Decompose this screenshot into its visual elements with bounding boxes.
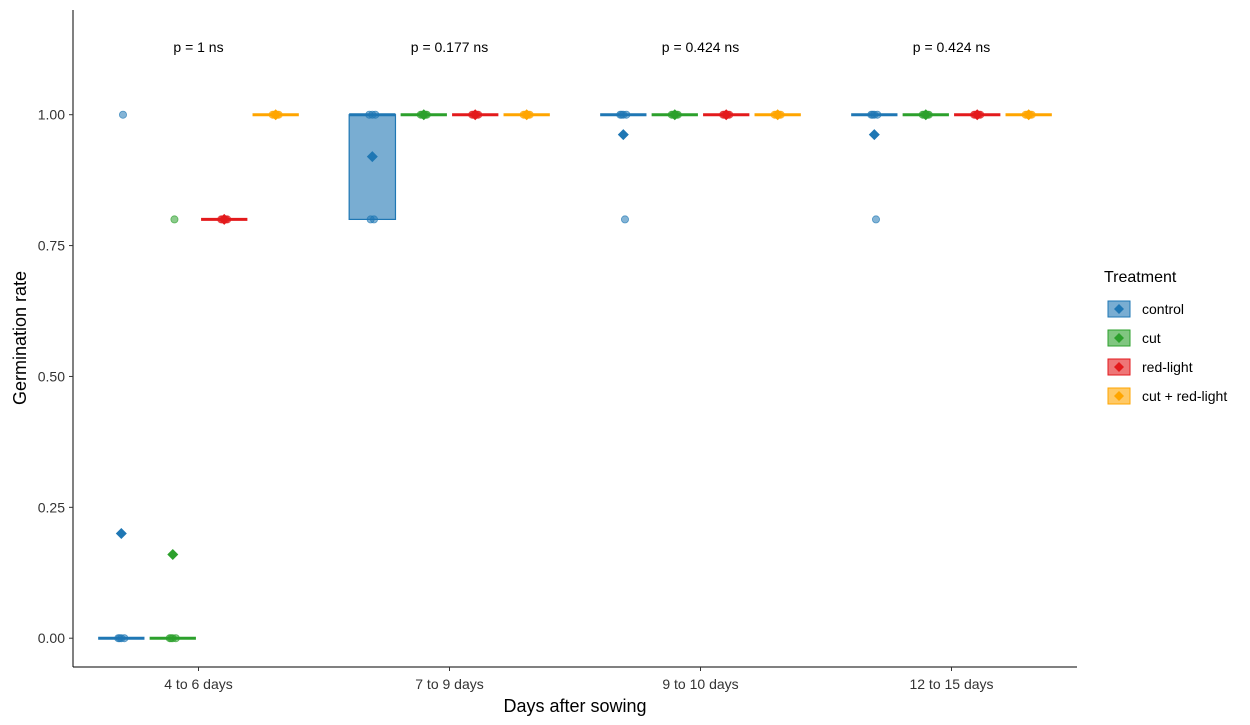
data-point (115, 634, 124, 643)
legend-label: control (1142, 301, 1184, 317)
data-point (167, 634, 176, 643)
legend-item: control (1107, 300, 1184, 318)
mean-marker (971, 109, 983, 121)
y-axis-ticks: 0.00 0.25 0.50 0.75 1.00 (38, 107, 73, 646)
legend: Treatment control cut red-light cut + red-l… (1104, 269, 1227, 405)
mean-marker (868, 129, 880, 141)
legend-diamond (1114, 333, 1124, 343)
y-tick-label: 0.75 (38, 238, 65, 254)
series-cut (149, 109, 949, 643)
mean-marker (521, 109, 533, 121)
mean-marker (218, 213, 230, 225)
legend-label: cut (1142, 330, 1161, 346)
data-point (620, 215, 629, 224)
data-point (369, 215, 378, 224)
x-tick-label: 12 to 15 days (909, 676, 993, 692)
x-axis-title: Days after sowing (503, 696, 646, 716)
plot-area (98, 109, 1052, 643)
mean-marker (617, 129, 629, 141)
y-tick-label: 0.00 (38, 630, 65, 646)
box (348, 114, 397, 221)
p-value-label: p = 0.177 ns (411, 39, 488, 55)
x-axis-ticks: 4 to 6 days 7 to 9 days 9 to 10 days 12 to … (164, 667, 994, 692)
legend-title: Treatment (1104, 269, 1177, 286)
x-tick-label: 4 to 6 days (164, 676, 233, 692)
mean-marker (772, 109, 784, 121)
mean-marker (418, 109, 430, 121)
x-tick-label: 9 to 10 days (662, 676, 738, 692)
series-red-light (201, 109, 1001, 225)
p-value-label: p = 0.424 ns (913, 39, 990, 55)
data-point (871, 215, 880, 224)
mean-marker (469, 109, 481, 121)
mean-marker (167, 548, 179, 560)
y-axis-title: Germination rate (10, 271, 30, 405)
x-tick-label: 7 to 9 days (415, 676, 484, 692)
legend-item: cut (1107, 329, 1161, 347)
legend-label: red-light (1142, 359, 1193, 375)
p-value-annotations: p = 1 ns p = 0.177 ns p = 0.424 ns p = 0.42… (173, 39, 990, 55)
mean-marker (920, 109, 932, 121)
y-tick-label: 0.50 (38, 368, 65, 384)
series-control (98, 110, 898, 643)
data-point (371, 110, 380, 119)
mean-marker (270, 109, 282, 121)
data-point (118, 110, 127, 119)
legend-label: cut + red-light (1142, 388, 1227, 404)
mean-marker (720, 109, 732, 121)
y-tick-label: 1.00 (38, 107, 65, 123)
series-cut-red-light (252, 109, 1052, 121)
data-point (868, 110, 877, 119)
mean-marker (366, 151, 378, 163)
mean-marker (1023, 109, 1035, 121)
legend-diamond (1114, 391, 1124, 401)
legend-item: cut + red-light (1107, 387, 1227, 405)
legend-diamond (1114, 304, 1124, 314)
y-tick-label: 0.25 (38, 499, 65, 515)
legend-item: red-light (1107, 358, 1193, 376)
mean-marker (669, 109, 681, 121)
p-value-label: p = 1 ns (173, 39, 223, 55)
p-value-label: p = 0.424 ns (662, 39, 739, 55)
data-point (617, 110, 626, 119)
legend-diamond (1114, 362, 1124, 372)
data-point (170, 215, 179, 224)
mean-marker (115, 528, 127, 540)
